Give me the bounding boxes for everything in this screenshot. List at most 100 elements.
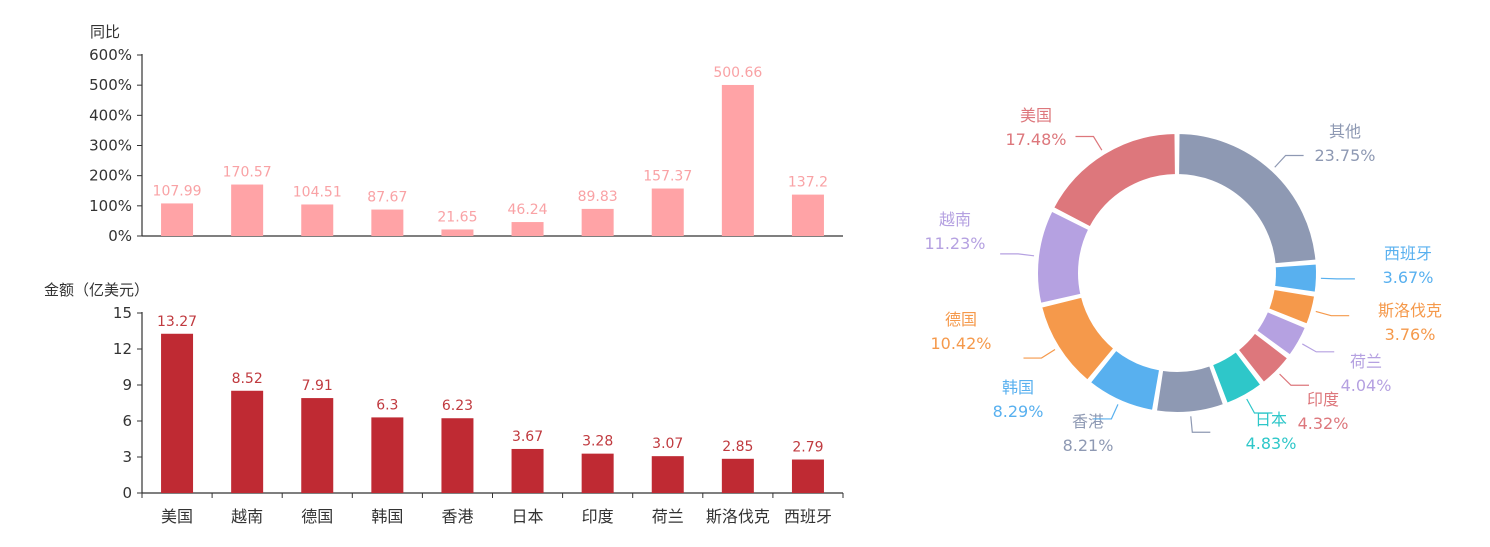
donut-slice-name: 日本 [1255, 410, 1287, 429]
donut-slice [1272, 262, 1318, 294]
amount-bar-value-label: 3.07 [652, 436, 683, 452]
donut-slice-name: 印度 [1307, 390, 1339, 409]
amount-y-axis-title: 金额（亿美元） [44, 281, 149, 299]
donut-slice-name: 其他 [1329, 122, 1361, 141]
donut-leader-line [1000, 253, 1035, 257]
yoy-y-tick-label: 600% [89, 46, 132, 64]
yoy-bar-value-label: 21.65 [437, 209, 477, 225]
amount-bar-value-label: 3.67 [512, 429, 543, 445]
amount-bar-value-label: 6.23 [442, 398, 473, 414]
yoy-bar [581, 208, 614, 236]
amount-bar [721, 458, 754, 493]
yoy-bar [511, 222, 544, 236]
amount-bar-value-label: 6.3 [376, 397, 398, 413]
amount-y-tick-label: 6 [122, 412, 132, 430]
x-category-label: 越南 [231, 507, 263, 526]
amount-bar [511, 448, 544, 493]
donut-slice-percent: 4.32% [1298, 414, 1349, 433]
amount-bar [581, 453, 614, 493]
donut-leader-line [1190, 416, 1211, 433]
yoy-y-tick-label: 400% [89, 106, 132, 124]
donut-slice-name: 韩国 [1002, 378, 1034, 397]
yoy-bar-value-label: 89.83 [578, 189, 618, 205]
donut-leader-line [1279, 373, 1309, 386]
yoy-bar [721, 84, 754, 237]
yoy-bar-value-label: 104.51 [293, 184, 342, 200]
yoy-y-axis-title: 同比 [90, 23, 120, 41]
yoy-y-tick-label: 100% [89, 197, 132, 215]
donut-slice-name: 越南 [939, 210, 971, 229]
x-category-label: 韩国 [371, 507, 403, 526]
yoy-bar-value-label: 157.37 [643, 169, 692, 185]
yoy-bar [161, 203, 194, 236]
donut-leader-line [1023, 349, 1056, 359]
donut-slice-percent: 4.04% [1341, 376, 1392, 395]
donut-slice-percent: 10.42% [930, 334, 991, 353]
yoy-bar [791, 194, 824, 236]
donut-slice [1236, 331, 1290, 385]
donut-slice [1177, 131, 1318, 266]
amount-bar [301, 398, 334, 493]
yoy-bar-value-label: 137.2 [788, 175, 828, 191]
donut-slice-name: 香港 [1072, 412, 1104, 431]
donut-slice-percent: 8.21% [1063, 436, 1114, 455]
amount-bar-value-label: 3.28 [582, 434, 613, 450]
yoy-bar [301, 204, 334, 236]
donut-slice [1154, 364, 1226, 414]
amount-y-tick-label: 9 [122, 376, 132, 394]
donut-slice [1051, 131, 1177, 229]
amount-bar-value-label: 7.91 [302, 378, 333, 394]
donut-slice-percent: 8.29% [993, 402, 1044, 421]
yoy-y-tick-label: 0% [108, 227, 132, 245]
donut-slice-name: 西班牙 [1384, 244, 1432, 263]
donut-slice-percent: 11.23% [924, 234, 985, 253]
yoy-bar-value-label: 46.24 [508, 202, 548, 218]
amount-bar [161, 333, 194, 493]
donut-leader-line [1274, 154, 1304, 168]
yoy-y-tick-label: 500% [89, 76, 132, 94]
donut-leader-line [1246, 398, 1273, 414]
yoy-bar-chart: 同比 0% 100% 200% 300% 400% 500% 600% 107.99 170.57… [89, 23, 843, 245]
x-category-label: 日本 [512, 507, 544, 526]
donut-slice-name: 斯洛伐克 [1378, 301, 1442, 320]
amount-y-tick-label: 3 [122, 448, 132, 466]
x-category-label: 西班牙 [784, 507, 832, 526]
x-category-label: 美国 [161, 507, 193, 526]
donut-slice-name: 美国 [1020, 106, 1052, 125]
donut-slice-percent: 3.67% [1383, 268, 1434, 287]
yoy-bar-value-label: 170.57 [223, 165, 272, 181]
donut-slice [1266, 287, 1317, 326]
amount-bar [791, 459, 824, 493]
donut-slice-name: 荷兰 [1350, 352, 1382, 371]
donut-slice [1036, 209, 1091, 306]
donut-slice [1210, 349, 1263, 406]
donut-leader-line [1315, 310, 1350, 317]
donut-leader-line [1093, 404, 1119, 420]
x-category-label: 斯洛伐克 [706, 507, 770, 526]
donut-slice [1088, 348, 1162, 413]
donut-slice-name: 德国 [945, 310, 977, 329]
amount-y-tick-label: 0 [122, 484, 132, 502]
donut-leader-line [1302, 343, 1335, 353]
amount-bar [441, 418, 474, 493]
yoy-bar-value-label: 107.99 [153, 183, 202, 199]
yoy-bar [651, 188, 684, 236]
donut-slice-percent: 17.48% [1005, 130, 1066, 149]
share-donut-chart: 其他 23.75% 西班牙 3.67% 斯洛伐克 3.76%荷兰 4.04%印度 4.32% 日… [924, 106, 1442, 455]
x-category-label: 德国 [301, 507, 333, 526]
donut-slice-percent: 4.83% [1246, 434, 1297, 453]
amount-bar [371, 417, 404, 493]
amount-bar-chart: 金额（亿美元） 0 3 6 9 12 15 13.27 8.52 7.91 6.3 6.23 3.67 3… [44, 281, 844, 526]
amount-bar-value-label: 13.27 [157, 314, 197, 330]
yoy-y-tick-label: 200% [89, 167, 132, 185]
yoy-y-tick-label: 300% [89, 137, 132, 155]
amount-y-tick-label: 12 [113, 340, 132, 358]
amount-bar [231, 390, 264, 493]
amount-bar-value-label: 2.79 [792, 440, 823, 456]
amount-bar [651, 456, 684, 493]
donut-slice [1039, 295, 1116, 383]
yoy-bar-value-label: 87.67 [367, 190, 407, 206]
amount-bar-value-label: 2.85 [722, 439, 753, 455]
donut-leader-line [1320, 277, 1355, 280]
